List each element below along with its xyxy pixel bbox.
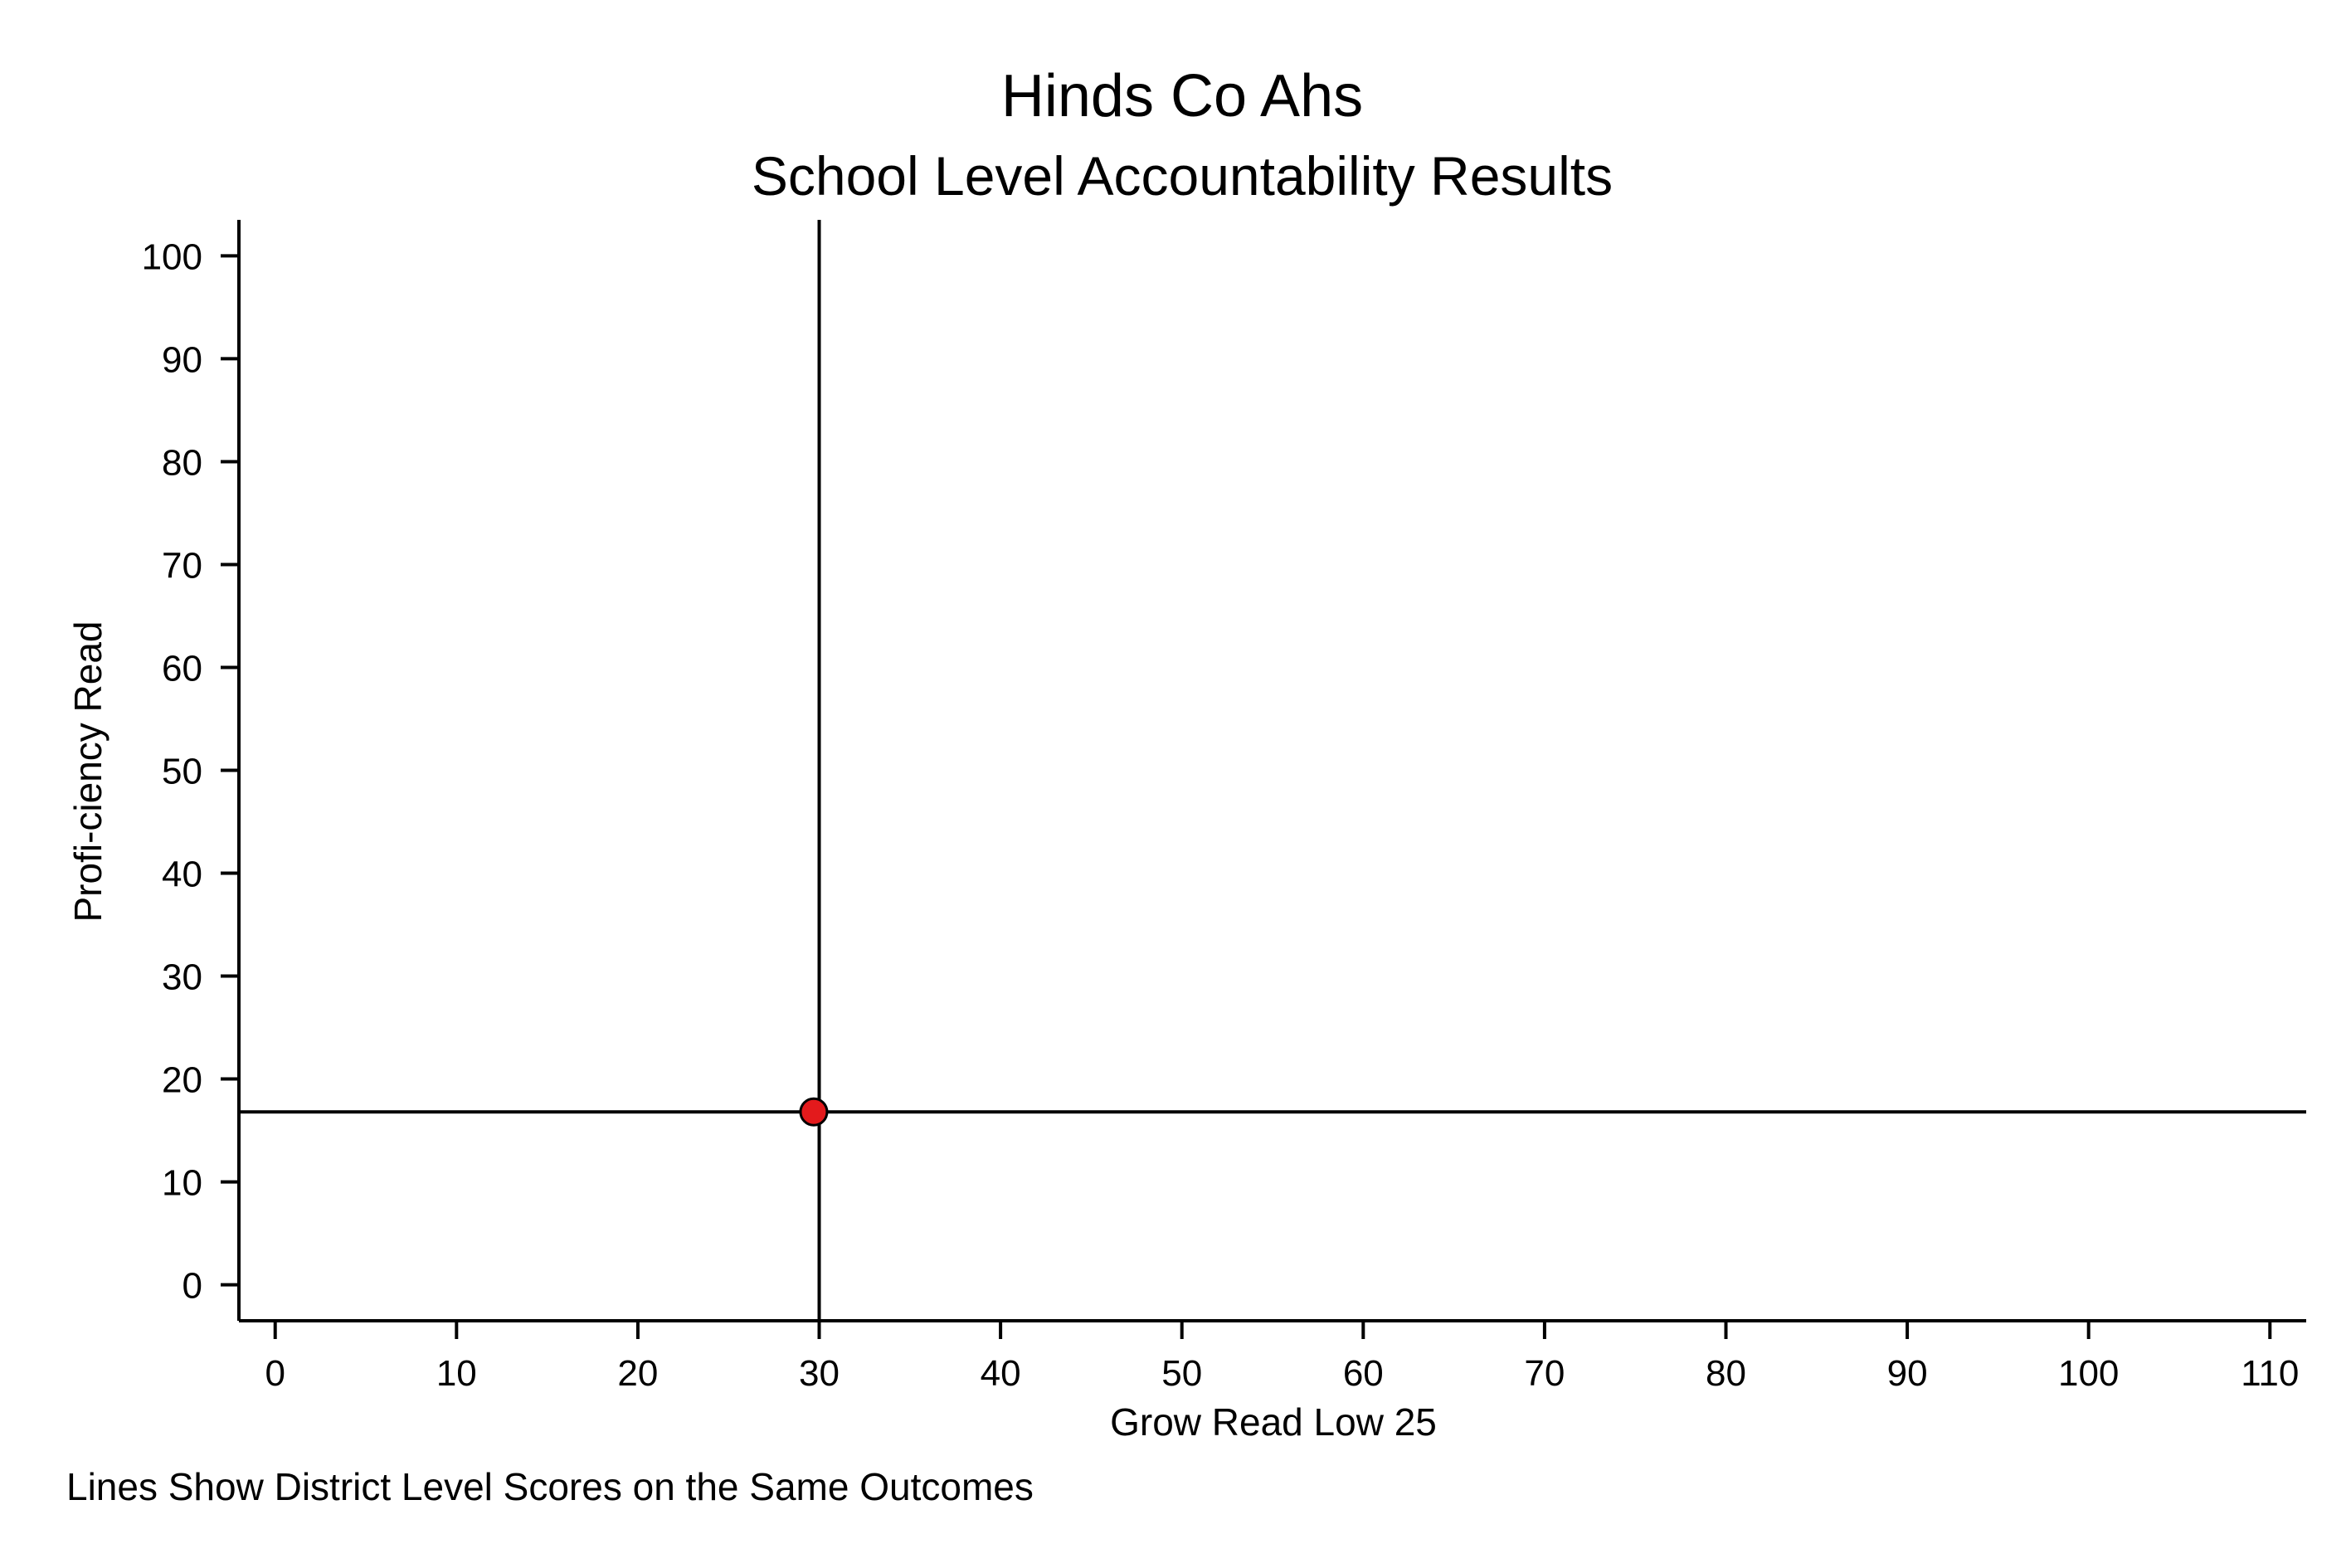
x-tick-label: 0 <box>265 1353 285 1394</box>
y-tick-label: 10 <box>162 1163 202 1204</box>
x-tick-label: 80 <box>1706 1353 1746 1394</box>
y-tick-label: 0 <box>183 1266 202 1307</box>
chart-title: Hinds Co Ahs <box>1001 63 1363 129</box>
chart-subtitle: School Level Accountability Results <box>752 145 1613 207</box>
x-tick-label: 70 <box>1524 1353 1565 1394</box>
plot-area: 0 10 20 30 40 50 60 70 80 90 100 0 10 20 30 40 50 60 70 80 9… <box>142 220 2306 1394</box>
x-tick-label: 10 <box>436 1353 477 1394</box>
y-tick-label: 30 <box>162 957 202 998</box>
y-tick-label: 20 <box>162 1060 202 1101</box>
x-tick-label: 110 <box>2241 1353 2299 1394</box>
y-tick-label: 90 <box>162 339 202 380</box>
y-tick-label: 60 <box>162 648 202 689</box>
y-tick-label: 50 <box>162 752 202 792</box>
x-tick-label: 40 <box>981 1353 1021 1394</box>
x-axis-label: Grow Read Low 25 <box>1110 1400 1437 1444</box>
y-axis-label: Profi-ciency Read <box>66 621 110 922</box>
y-tick-label: 100 <box>142 236 202 277</box>
x-tick-label: 30 <box>799 1353 840 1394</box>
x-tick-label: 20 <box>617 1353 658 1394</box>
chart-note: Lines Show District Level Scores on the … <box>66 1465 1034 1508</box>
x-tick-label: 60 <box>1343 1353 1384 1394</box>
x-tick-label: 100 <box>2058 1353 2119 1394</box>
y-tick-label: 70 <box>162 545 202 586</box>
data-point <box>799 1097 829 1127</box>
y-tick-label: 80 <box>162 442 202 483</box>
y-tick-label: 40 <box>162 855 202 895</box>
x-tick-label: 90 <box>1887 1353 1928 1394</box>
x-tick-label: 50 <box>1161 1353 1202 1394</box>
